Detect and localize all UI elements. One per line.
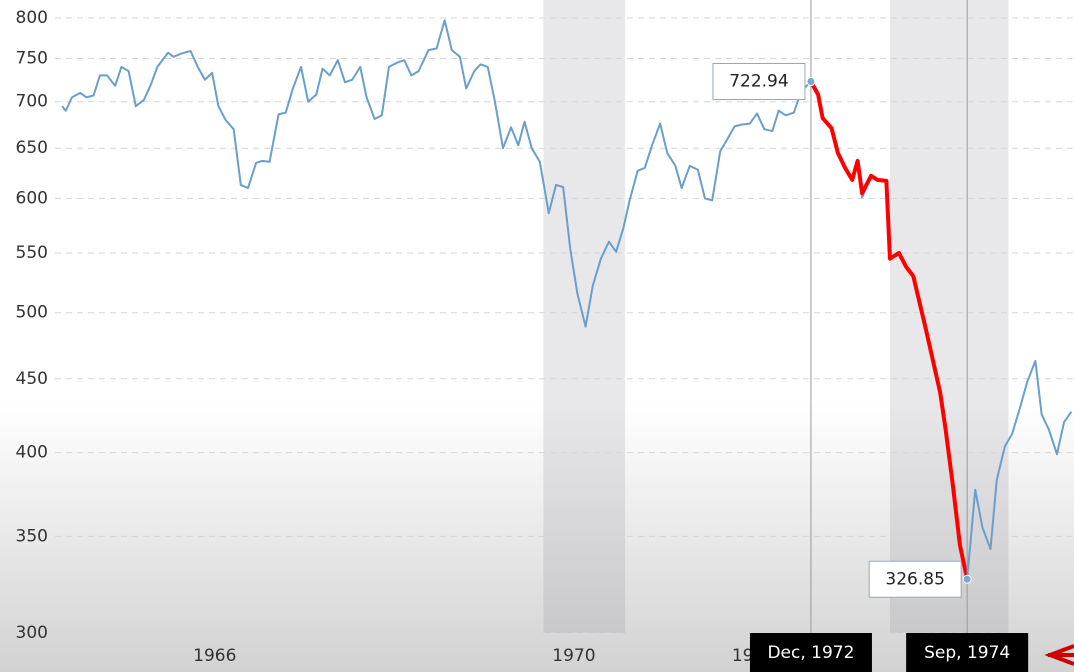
marker-dot: [962, 574, 972, 584]
arrow: [1044, 644, 1074, 666]
y-tick-label: 450: [16, 369, 48, 389]
value-callout-box: [712, 63, 806, 101]
series-line: [809, 80, 970, 580]
recession-band: [543, 0, 626, 633]
y-tick-label: 600: [16, 188, 48, 208]
date-label: Dec, 1972: [767, 643, 854, 663]
y-tick-label: 550: [16, 243, 48, 263]
y-tick-label: 800: [16, 8, 48, 28]
y-tick-label: 350: [16, 526, 48, 546]
recession-band: [889, 0, 1009, 633]
date-label: Sep, 1974: [924, 643, 1010, 663]
value-callout: 722.94: [729, 72, 788, 92]
y-tick-label: 500: [16, 303, 48, 323]
y-tick-label: 650: [16, 138, 48, 158]
y-tick-label: 700: [16, 92, 48, 112]
value-callout: 326.85: [885, 569, 944, 589]
date-box: [749, 633, 872, 672]
y-tick-label: 300: [16, 623, 48, 643]
y-tick-label: 400: [16, 443, 48, 463]
x-tick-label: 1970: [552, 646, 595, 666]
value-callout-box: [868, 560, 962, 598]
y-tick-label: 750: [16, 48, 48, 68]
marker-dot: [806, 77, 816, 87]
date-box: [906, 633, 1029, 672]
x-tick-label: 1966: [193, 646, 236, 666]
